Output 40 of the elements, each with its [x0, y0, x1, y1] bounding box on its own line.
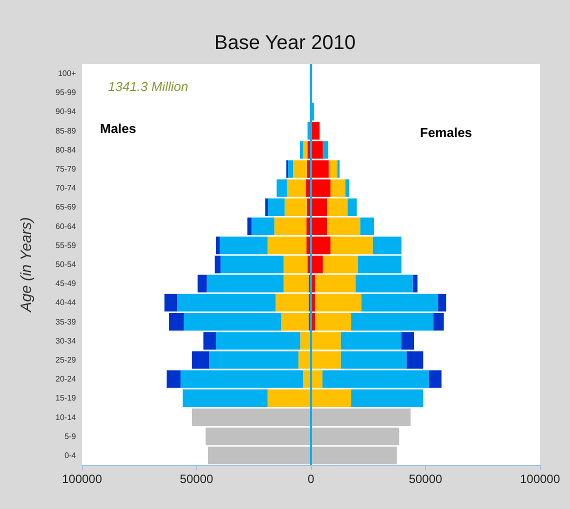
y-tick-label: 20-24 — [56, 374, 77, 384]
chart-title: Base Year 2010 — [214, 32, 356, 54]
bar — [428, 370, 442, 388]
x-tick-label: 50000 — [180, 472, 214, 486]
bar — [166, 370, 180, 388]
x-tick-label: 100000 — [62, 472, 102, 486]
y-tick-label: 70-74 — [56, 184, 77, 193]
y-tick-label: 50-54 — [56, 260, 77, 269]
bar — [265, 198, 268, 216]
bar — [247, 218, 252, 236]
bar — [198, 274, 207, 292]
y-tick-label: 75-79 — [56, 164, 77, 174]
bar — [288, 160, 294, 178]
y-tick-label: 25-29 — [56, 355, 77, 364]
y-tick-label: 5-9 — [64, 432, 77, 441]
x-tick-label: 0 — [308, 472, 315, 486]
y-tick-label: 15-19 — [56, 394, 77, 403]
y-tick-label: 100+ — [58, 69, 76, 78]
x-tick-label: 50000 — [408, 472, 443, 486]
y-axis-title: Age (in Years) — [18, 217, 35, 313]
bar — [322, 141, 328, 159]
bar — [412, 274, 418, 292]
y-tick-label: 0-4 — [64, 450, 77, 460]
annotation: Males — [100, 121, 136, 136]
y-tick-label: 60-64 — [56, 222, 77, 231]
annotation: 1341.3 Million — [108, 79, 188, 94]
y-tick-label: 85-89 — [56, 126, 77, 136]
y-tick-label: 40-44 — [56, 298, 77, 308]
y-tick-label: 35-39 — [56, 317, 77, 326]
y-tick-label: 80-84 — [56, 145, 77, 154]
bar — [300, 141, 303, 159]
y-tick-label: 10-14 — [56, 412, 77, 422]
y-tick-label: 90-94 — [56, 107, 77, 116]
annotation: Females — [420, 125, 472, 140]
y-tick-label: 55-59 — [56, 240, 77, 250]
y-tick-label: 30-34 — [56, 336, 77, 346]
x-tick-label: 100000 — [520, 472, 560, 486]
y-tick-label: 65-69 — [56, 202, 77, 212]
y-tick-label: 95-99 — [56, 88, 77, 98]
y-tick-label: 45-49 — [56, 279, 77, 288]
